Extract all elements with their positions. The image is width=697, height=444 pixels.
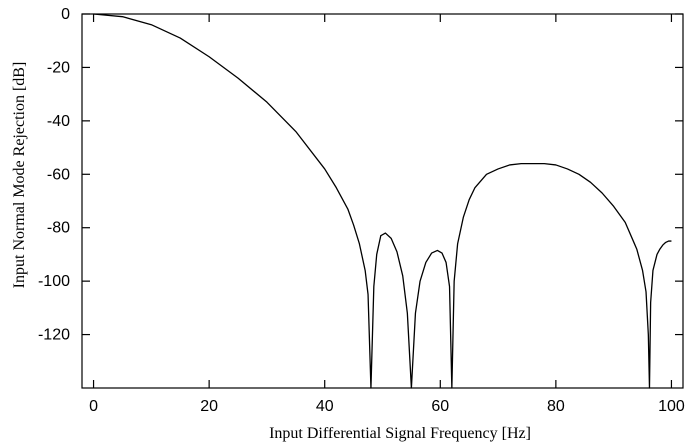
y-tick-label: -40	[47, 113, 70, 130]
x-axis-title: Input Differential Signal Frequency [Hz]	[269, 425, 531, 442]
axis-ticks	[82, 13, 683, 388]
y-tick-label: -100	[38, 273, 70, 290]
data-layer	[93, 13, 672, 389]
y-tick-label: -20	[47, 59, 70, 76]
x-tick-label: 60	[431, 398, 449, 415]
y-tick-label: -80	[47, 220, 70, 237]
x-tick-label: 40	[316, 398, 334, 415]
x-tick-label: 20	[200, 398, 218, 415]
axis-tick-labels: 0 20 40 60 80 100 0 -20 -40 -60 -80 -100 -120	[38, 6, 685, 415]
y-tick-label: 0	[61, 6, 70, 23]
y-tick-label: -60	[47, 166, 70, 183]
plot-frame	[81, 13, 684, 389]
x-tick-label: 0	[89, 398, 98, 415]
y-axis-title: Input Normal Mode Rejection [dB]	[11, 62, 28, 289]
x-tick-label: 80	[547, 398, 565, 415]
x-tick-label: 100	[658, 398, 685, 415]
y-tick-label: -120	[38, 327, 70, 344]
response-curve	[93, 13, 672, 389]
